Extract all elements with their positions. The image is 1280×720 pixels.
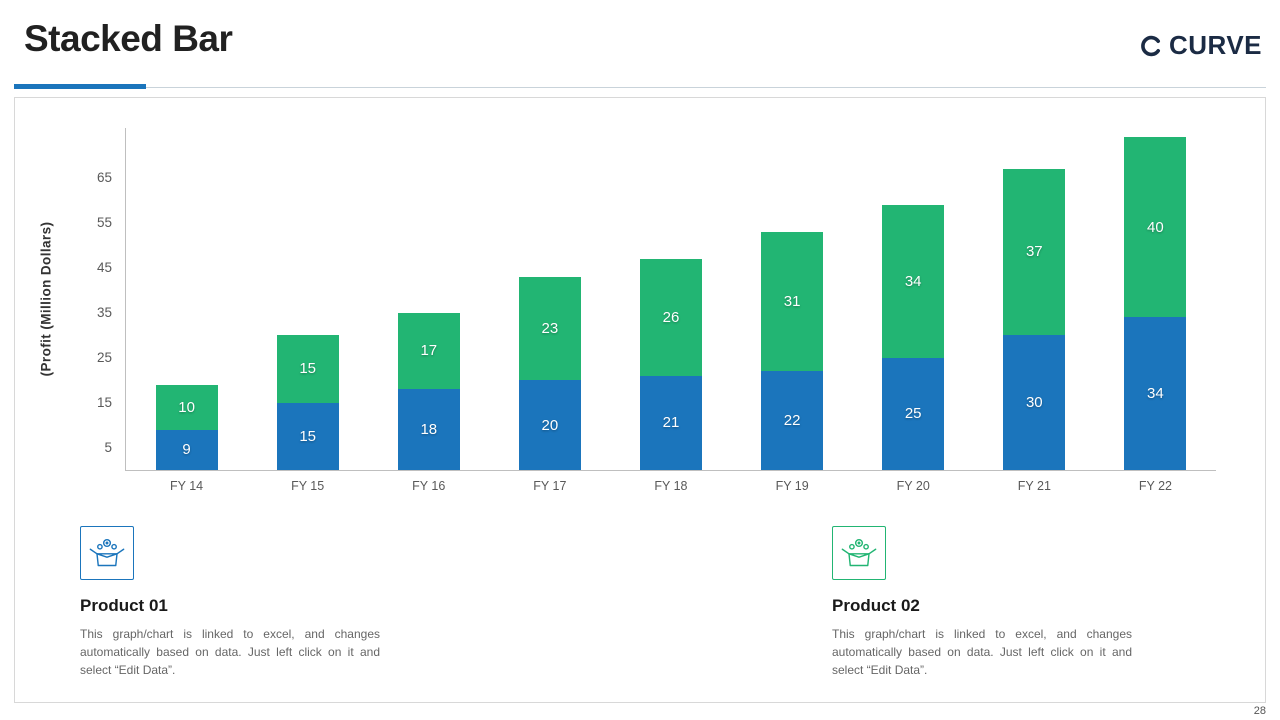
bar-segment[interactable]: 17 bbox=[397, 312, 460, 389]
legend-title: Product 01 bbox=[80, 596, 168, 615]
legend-title: Product 02 bbox=[832, 596, 920, 615]
curve-logo-icon bbox=[1139, 34, 1163, 58]
x-axis-label: FY 17 bbox=[533, 479, 567, 493]
bar-value-label: 34 bbox=[904, 272, 922, 290]
bar-segment[interactable]: 23 bbox=[518, 276, 581, 380]
x-axis-label: FY 15 bbox=[291, 479, 325, 493]
y-axis-tick-label: 45 bbox=[96, 259, 112, 275]
bar-segment[interactable]: 34 bbox=[882, 204, 945, 358]
content-frame bbox=[14, 97, 1266, 703]
bar-segment[interactable]: 37 bbox=[1003, 168, 1066, 335]
y-axis-tick-label: 35 bbox=[96, 304, 112, 320]
y-axis-tick-label: 65 bbox=[96, 169, 112, 185]
bar-segment[interactable]: 22 bbox=[761, 371, 824, 470]
bar-value-label: 30 bbox=[1025, 394, 1043, 411]
open-box-gears-icon bbox=[80, 526, 134, 580]
x-axis-label: FY 21 bbox=[1017, 479, 1051, 493]
header-divider-accent bbox=[14, 84, 146, 89]
bar-value-label: 15 bbox=[299, 427, 317, 445]
bar-segment[interactable]: 31 bbox=[761, 231, 824, 371]
bar-value-label: 15 bbox=[299, 360, 317, 378]
bar-segment[interactable]: 15 bbox=[276, 335, 339, 403]
bar-value-label: 23 bbox=[541, 319, 559, 337]
bar-segment[interactable]: 40 bbox=[1124, 137, 1187, 317]
x-axis-label: FY 22 bbox=[1138, 479, 1172, 493]
page-title: Stacked Bar bbox=[24, 18, 233, 59]
bar-value-label: 20 bbox=[541, 416, 559, 434]
bar-value-label: 17 bbox=[420, 342, 438, 360]
brand-logo: CURVE bbox=[1139, 30, 1262, 61]
bar-segment[interactable]: 18 bbox=[397, 389, 460, 470]
open-box-gears-icon bbox=[832, 526, 886, 580]
bar-segment[interactable]: 21 bbox=[640, 375, 702, 470]
bar-segment[interactable]: 34 bbox=[1124, 317, 1187, 470]
bar-segment[interactable]: 26 bbox=[640, 258, 702, 376]
x-axis-label: FY 19 bbox=[775, 479, 809, 493]
bar-value-label: 31 bbox=[783, 292, 801, 310]
brand-logo-text: CURVE bbox=[1168, 30, 1262, 60]
y-axis-title: (Profit (Million Dollars) bbox=[38, 221, 54, 377]
legend-product-01: Product 01 This graph/chart is linked to… bbox=[80, 526, 400, 679]
bar-segment[interactable]: 10 bbox=[155, 384, 218, 430]
bar-segment[interactable]: 15 bbox=[276, 402, 339, 470]
x-axis-label: FY 20 bbox=[896, 479, 930, 493]
bar-value-label: 9 bbox=[182, 441, 191, 459]
y-axis-tick-label: 15 bbox=[96, 394, 112, 410]
x-axis-label: FY 16 bbox=[412, 479, 446, 493]
page-number: 28 bbox=[1253, 705, 1266, 717]
bar-value-label: 25 bbox=[904, 405, 922, 423]
bar-segment[interactable]: 25 bbox=[882, 357, 945, 470]
bar-segment[interactable]: 30 bbox=[1003, 335, 1066, 470]
x-axis-label: FY 18 bbox=[654, 479, 688, 493]
bar-segment[interactable]: 9 bbox=[155, 429, 218, 470]
stacked-bar-chart[interactable]: 9 10 FY 14 15 15 FY 15 18 17 FY 16 20 23 FY 17 21 26 F… bbox=[97, 128, 1216, 493]
legend-description: This graph/chart is linked to excel, and… bbox=[832, 627, 1132, 677]
bar-value-label: 22 bbox=[783, 412, 801, 429]
bar-segment[interactable]: 20 bbox=[518, 380, 581, 470]
bar-value-label: 40 bbox=[1147, 218, 1164, 236]
x-axis-label: FY 14 bbox=[169, 479, 204, 493]
y-axis-tick-label: 25 bbox=[96, 349, 112, 365]
bar-value-label: 34 bbox=[1147, 385, 1164, 402]
header-divider bbox=[14, 87, 1266, 88]
legend-description: This graph/chart is linked to excel, and… bbox=[80, 627, 380, 677]
bar-value-label: 18 bbox=[420, 421, 438, 438]
y-axis-tick-label: 5 bbox=[104, 439, 112, 455]
bar-value-label: 10 bbox=[178, 398, 195, 416]
y-axis-tick-label: 55 bbox=[96, 214, 112, 230]
bar-value-label: 26 bbox=[662, 308, 680, 326]
bar-value-label: 37 bbox=[1025, 243, 1043, 261]
bar-value-label: 21 bbox=[662, 414, 680, 432]
legend-product-02: Product 02 This graph/chart is linked to… bbox=[832, 526, 1152, 679]
